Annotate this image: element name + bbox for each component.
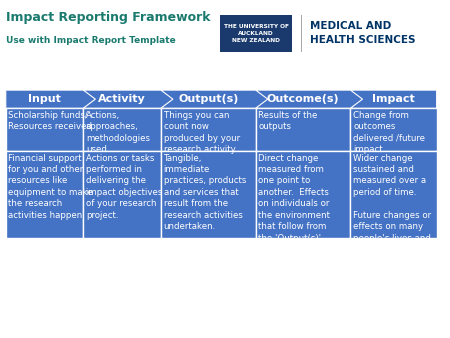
Text: Impact: Impact — [372, 94, 415, 104]
FancyBboxPatch shape — [6, 151, 83, 238]
Text: Input: Input — [28, 94, 61, 104]
Text: Outcome(s): Outcome(s) — [267, 94, 339, 104]
FancyBboxPatch shape — [161, 108, 256, 151]
Polygon shape — [256, 90, 368, 108]
FancyBboxPatch shape — [220, 15, 292, 52]
Text: Direct change
measured from
one point to
another.  Effects
on individuals or
the: Direct change measured from one point to… — [258, 153, 338, 300]
Text: Use with Impact Report Template: Use with Impact Report Template — [6, 36, 176, 45]
FancyBboxPatch shape — [83, 108, 161, 151]
Text: Results of the
outputs: Results of the outputs — [258, 111, 318, 131]
Text: Output(s): Output(s) — [178, 94, 239, 104]
Text: Actions or tasks
performed in
delivering the
impact objectives
of your research
: Actions or tasks performed in delivering… — [86, 153, 162, 220]
FancyBboxPatch shape — [161, 151, 256, 238]
Text: Impact Reporting Framework: Impact Reporting Framework — [6, 11, 210, 24]
Text: Change from
outcomes
delivered /future
impact: Change from outcomes delivered /future i… — [353, 111, 425, 154]
FancyBboxPatch shape — [301, 15, 302, 52]
Text: MEDICAL AND
HEALTH SCIENCES: MEDICAL AND HEALTH SCIENCES — [310, 21, 415, 45]
Text: Actions,
approaches,
methodologies
used: Actions, approaches, methodologies used — [86, 111, 150, 154]
Text: Things you can
count now
produced by your
research activity: Things you can count now produced by you… — [163, 111, 240, 154]
Polygon shape — [161, 90, 273, 108]
FancyBboxPatch shape — [256, 151, 351, 238]
Text: Tangible,
immediate
practices, products
and services that
result from the
resear: Tangible, immediate practices, products … — [163, 153, 246, 288]
FancyBboxPatch shape — [256, 108, 351, 151]
FancyBboxPatch shape — [83, 151, 161, 238]
Polygon shape — [6, 90, 101, 108]
FancyBboxPatch shape — [351, 151, 436, 238]
Text: THE UNIVERSITY OF
AUCKLAND
NEW ZEALAND: THE UNIVERSITY OF AUCKLAND NEW ZEALAND — [224, 24, 289, 43]
Polygon shape — [83, 90, 178, 108]
Text: Wider change
sustained and
measured over a
period of time.

Future changes or
ef: Wider change sustained and measured over… — [353, 153, 431, 254]
FancyBboxPatch shape — [6, 108, 83, 151]
Polygon shape — [351, 90, 436, 108]
FancyBboxPatch shape — [351, 108, 436, 151]
Text: Scholarship funds/
Resources received: Scholarship funds/ Resources received — [9, 111, 92, 131]
Text: Activity: Activity — [98, 94, 146, 104]
Text: Financial support
for you and other
resources like
equipment to make
the researc: Financial support for you and other reso… — [9, 153, 93, 220]
